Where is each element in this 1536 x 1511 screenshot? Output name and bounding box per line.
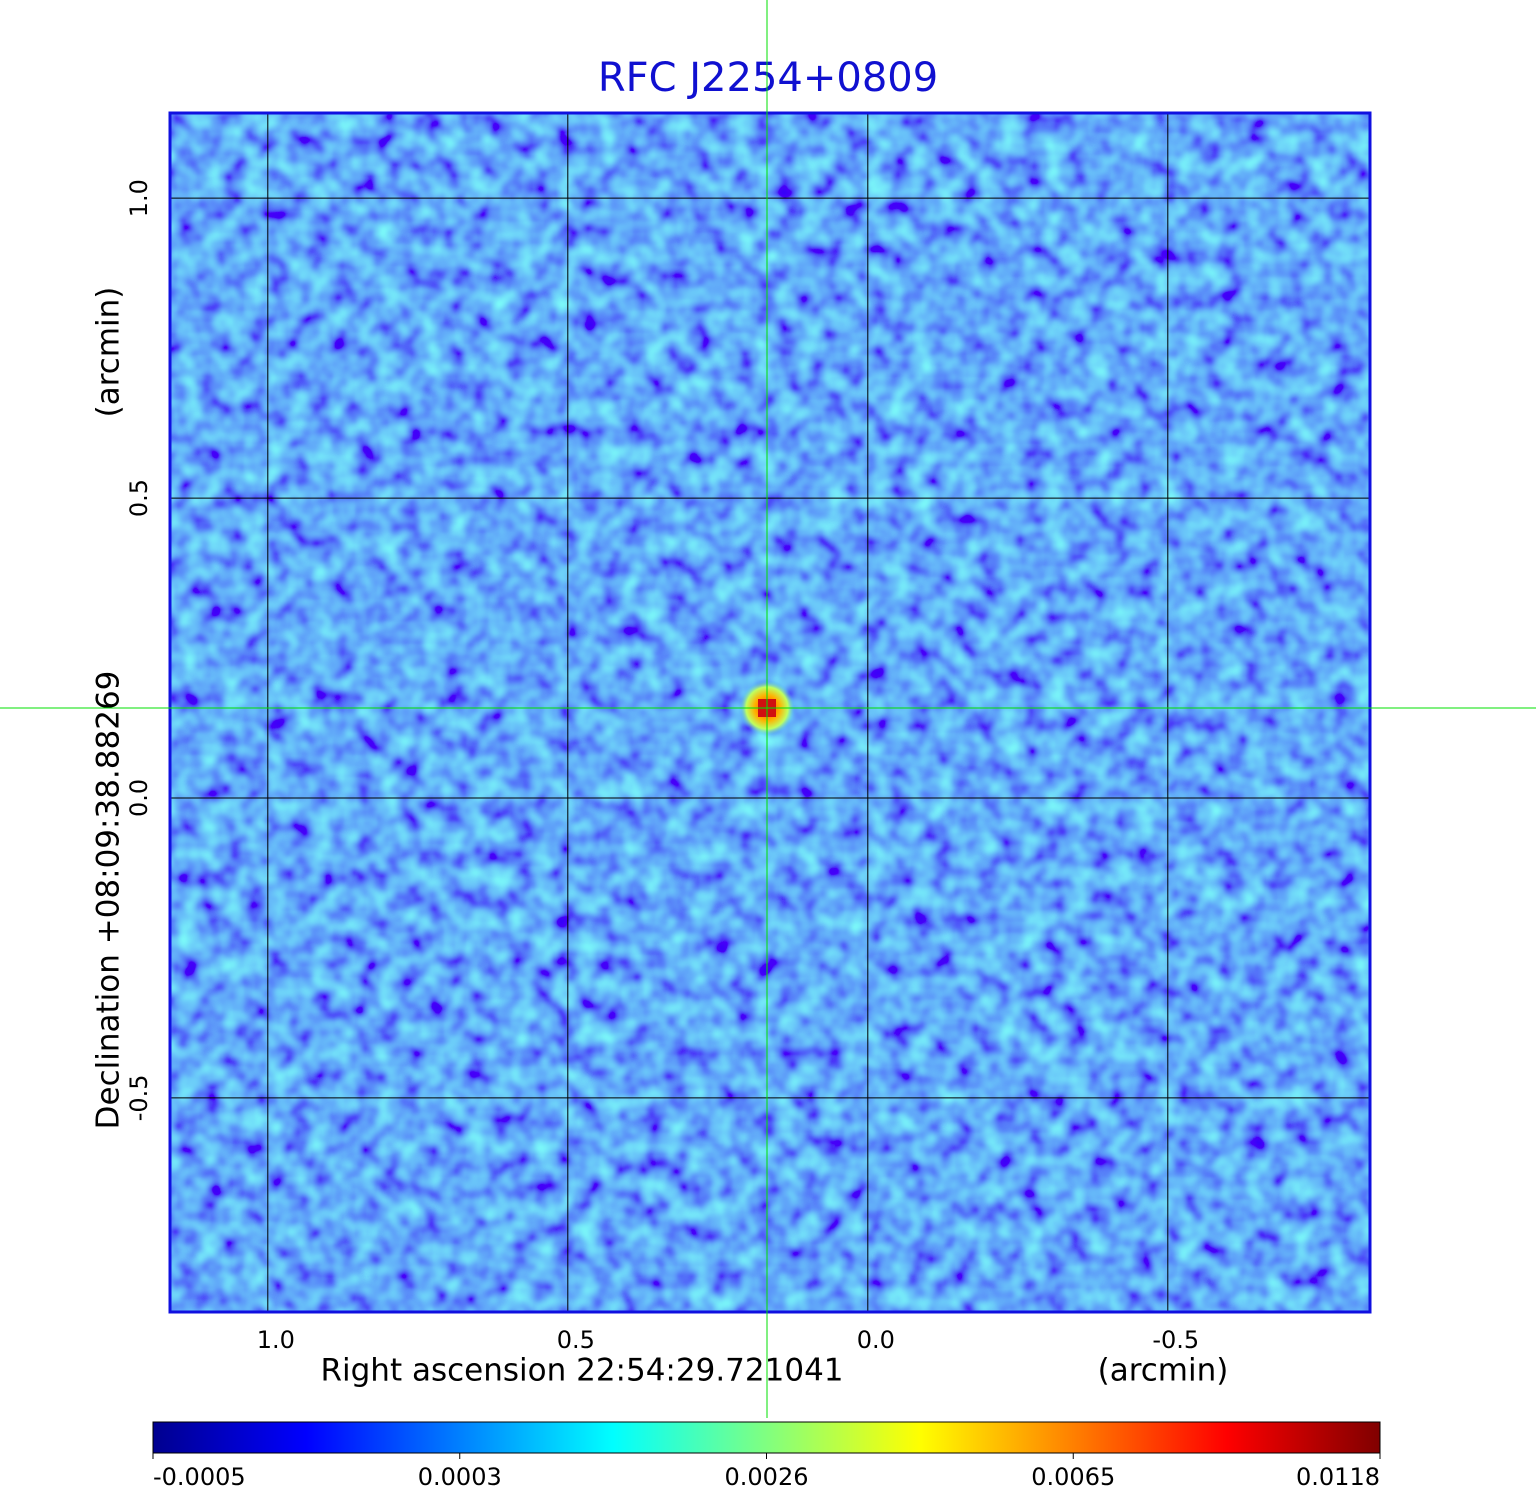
x-tick-label: 1.0 xyxy=(257,1326,295,1354)
colorbar-tick-label: 0.0065 xyxy=(1031,1463,1115,1491)
x-axis-label: Right ascension 22:54:29.721041 xyxy=(320,1353,843,1389)
grid xyxy=(170,113,1370,1312)
y-axis-unit: (arcmin) xyxy=(91,287,127,418)
y-tick-label: 0.0 xyxy=(125,779,153,817)
colorbar-tick-label: 0.0003 xyxy=(418,1463,502,1491)
colorbar-tick-label: 0.0118 xyxy=(1296,1463,1380,1491)
colorbar-tick-label: -0.0005 xyxy=(153,1463,246,1491)
x-axis-unit: (arcmin) xyxy=(1098,1353,1229,1389)
chart-title: RFC J2254+0809 xyxy=(598,55,938,101)
y-tick-label: 1.0 xyxy=(125,179,153,217)
y-tick-label: -0.5 xyxy=(125,1074,153,1121)
y-axis-label: Declination +08:09:38.88269 xyxy=(91,671,127,1130)
x-tick-label: -0.5 xyxy=(1152,1326,1199,1354)
colorbar xyxy=(152,1421,1381,1454)
y-tick-label: 0.5 xyxy=(125,479,153,517)
x-tick-label: 0.0 xyxy=(857,1326,895,1354)
colorbar-tick-label: 0.0026 xyxy=(725,1463,809,1491)
x-tick-label: 0.5 xyxy=(557,1326,595,1354)
plot-border xyxy=(168,111,1372,1314)
